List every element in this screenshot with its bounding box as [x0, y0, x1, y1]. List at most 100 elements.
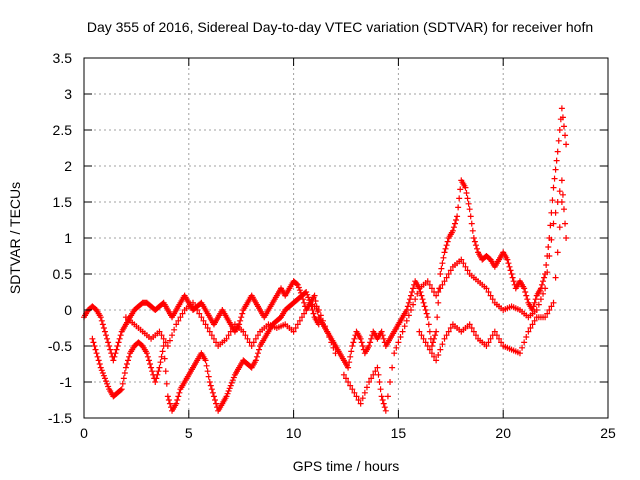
data-point — [103, 378, 110, 385]
data-point — [527, 325, 534, 331]
data-point — [144, 353, 151, 360]
data-point — [113, 346, 120, 353]
data-point — [95, 357, 102, 364]
data-point — [519, 344, 526, 351]
data-point — [380, 400, 387, 407]
data-point — [468, 325, 475, 331]
data-point — [355, 397, 362, 403]
data-point — [230, 374, 237, 381]
data-point — [556, 188, 563, 195]
x-tick-label: 15 — [391, 425, 407, 441]
series-track-3 — [122, 299, 339, 357]
data-point — [420, 335, 427, 342]
data-point — [293, 280, 300, 287]
data-point — [425, 321, 432, 328]
data-point — [516, 350, 523, 357]
data-point — [225, 332, 232, 339]
data-point — [466, 321, 473, 328]
data-point — [96, 361, 103, 367]
data-point — [451, 220, 458, 227]
data-point — [443, 242, 450, 249]
data-point — [546, 253, 553, 259]
data-point — [380, 335, 387, 342]
data-point — [525, 328, 532, 335]
data-point — [508, 271, 515, 277]
data-point — [160, 335, 167, 342]
data-point — [435, 289, 442, 295]
data-point — [345, 379, 352, 385]
data-point — [120, 375, 127, 382]
data-point — [158, 353, 165, 360]
series-track-2 — [89, 289, 322, 414]
data-point — [148, 364, 155, 371]
data-point — [401, 323, 408, 330]
data-point — [328, 339, 335, 346]
data-point — [309, 307, 316, 313]
data-point — [454, 213, 461, 220]
data-point — [422, 339, 429, 346]
data-point — [433, 292, 440, 299]
data-point — [204, 368, 211, 375]
data-point — [420, 299, 427, 306]
data-point — [410, 301, 417, 308]
data-point — [315, 321, 322, 328]
x-tick-label: 10 — [286, 425, 302, 441]
data-point — [208, 332, 215, 339]
data-point — [346, 359, 353, 366]
data-point — [546, 307, 553, 313]
data-point — [522, 289, 529, 295]
data-point — [491, 328, 498, 335]
data-point — [204, 325, 211, 331]
data-point — [366, 379, 373, 385]
data-point — [470, 328, 477, 335]
data-point — [158, 332, 165, 339]
data-point — [464, 195, 471, 202]
data-point — [192, 303, 199, 310]
data-point — [301, 299, 308, 306]
data-point — [242, 332, 249, 339]
data-point — [433, 328, 440, 335]
data-point — [456, 195, 463, 202]
data-point — [376, 379, 383, 385]
data-point — [465, 200, 472, 207]
data-point — [441, 335, 448, 342]
data-points — [81, 105, 570, 414]
data-point — [418, 332, 425, 339]
data-point — [462, 184, 469, 191]
data-point — [105, 339, 112, 346]
data-point — [562, 220, 569, 227]
data-point — [455, 204, 462, 211]
data-point — [506, 263, 513, 270]
data-point — [361, 389, 368, 396]
data-point — [510, 278, 517, 285]
data-point — [176, 389, 183, 396]
data-point — [535, 301, 542, 308]
data-point — [174, 397, 181, 403]
data-point — [531, 299, 538, 306]
data-point — [445, 328, 452, 335]
data-point — [189, 299, 196, 306]
data-point — [367, 339, 374, 346]
data-point — [416, 328, 423, 335]
data-point — [556, 127, 563, 133]
data-point — [431, 335, 438, 342]
data-point — [145, 357, 152, 364]
y-tick-label: 3.5 — [53, 50, 73, 66]
data-point — [426, 346, 433, 353]
data-point — [378, 393, 385, 400]
data-point — [432, 332, 439, 339]
data-point — [498, 339, 505, 346]
y-tick-label: 0.5 — [53, 266, 73, 282]
data-point — [303, 289, 310, 295]
data-point — [310, 310, 317, 317]
data-point — [298, 314, 305, 321]
data-point — [439, 281, 446, 288]
data-point — [345, 364, 352, 371]
data-point — [244, 335, 251, 342]
data-point — [155, 368, 162, 375]
data-point — [152, 379, 159, 385]
data-point — [301, 310, 308, 317]
data-point — [449, 227, 456, 234]
data-point — [118, 386, 125, 393]
data-point — [123, 361, 130, 367]
